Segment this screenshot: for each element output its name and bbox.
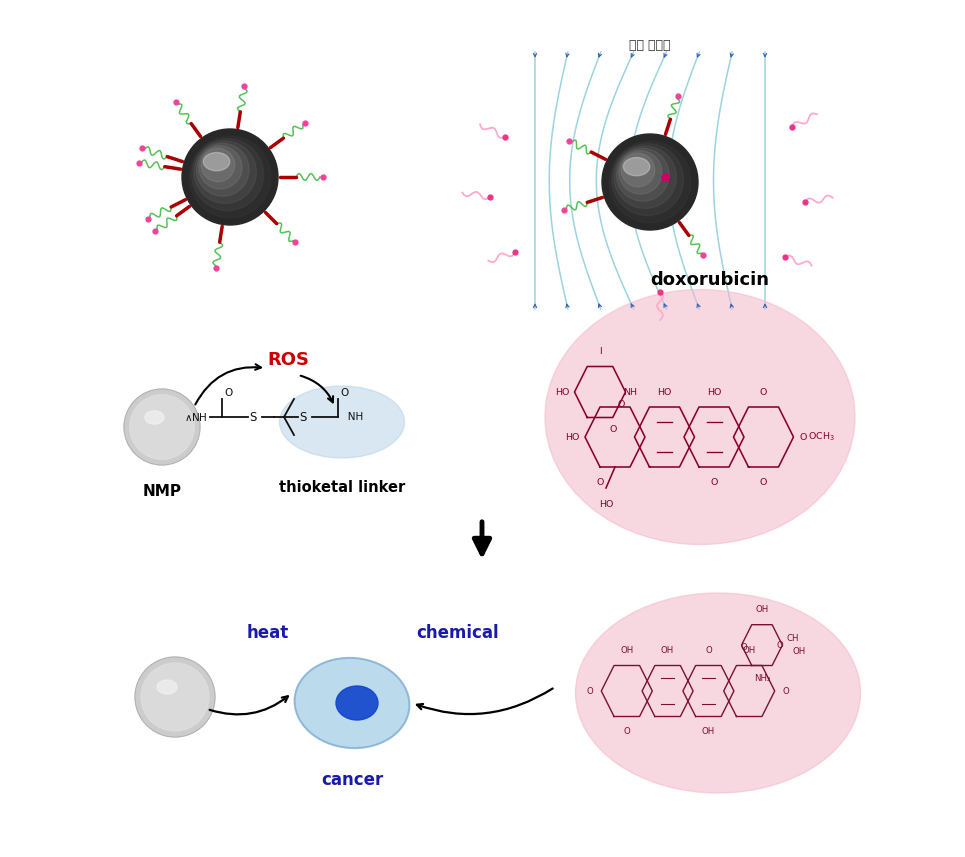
- Ellipse shape: [617, 148, 669, 201]
- Text: NH₂: NH₂: [754, 674, 770, 683]
- Text: O: O: [759, 387, 767, 397]
- Text: doxorubicin: doxorubicin: [650, 271, 769, 289]
- Ellipse shape: [336, 686, 378, 720]
- Text: CH: CH: [786, 634, 799, 644]
- Ellipse shape: [294, 658, 409, 748]
- Text: O: O: [759, 477, 767, 487]
- Text: S: S: [249, 411, 257, 423]
- Text: HO: HO: [555, 387, 569, 397]
- Text: O: O: [705, 646, 712, 656]
- Ellipse shape: [614, 146, 676, 208]
- Text: O: O: [776, 640, 783, 650]
- Circle shape: [602, 134, 698, 230]
- Ellipse shape: [204, 153, 230, 171]
- Text: O: O: [224, 388, 233, 398]
- Ellipse shape: [612, 144, 683, 216]
- Text: OH: OH: [743, 646, 756, 656]
- Ellipse shape: [192, 139, 263, 211]
- Text: OH: OH: [620, 646, 633, 656]
- Ellipse shape: [619, 151, 662, 194]
- Ellipse shape: [157, 680, 177, 694]
- Text: S: S: [299, 411, 306, 423]
- Ellipse shape: [280, 386, 404, 458]
- Ellipse shape: [575, 593, 861, 793]
- Ellipse shape: [189, 136, 271, 218]
- Ellipse shape: [609, 141, 691, 223]
- Circle shape: [141, 663, 209, 731]
- Text: OH: OH: [756, 606, 768, 614]
- Text: cancer: cancer: [321, 771, 383, 789]
- Text: O: O: [618, 400, 625, 410]
- Text: O: O: [623, 727, 630, 735]
- Ellipse shape: [194, 141, 257, 203]
- Circle shape: [182, 129, 278, 225]
- Text: OH: OH: [792, 647, 806, 656]
- Text: OH: OH: [661, 646, 675, 656]
- Ellipse shape: [545, 290, 855, 544]
- Text: O: O: [741, 643, 748, 652]
- Text: chemical: chemical: [417, 624, 499, 642]
- Text: heat: heat: [247, 624, 290, 642]
- Ellipse shape: [199, 146, 242, 189]
- Text: OCH$_3$: OCH$_3$: [809, 431, 836, 443]
- Text: $\wedge$NH: $\wedge$NH: [184, 411, 208, 423]
- Text: I: I: [598, 347, 601, 357]
- Text: 교번 자기장: 교번 자기장: [629, 39, 671, 51]
- Circle shape: [124, 389, 200, 465]
- Text: O: O: [609, 425, 617, 434]
- Text: O: O: [783, 686, 789, 696]
- Ellipse shape: [201, 148, 234, 182]
- Text: O: O: [799, 433, 807, 441]
- Circle shape: [129, 395, 194, 459]
- Text: HO: HO: [657, 387, 672, 397]
- Text: NMP: NMP: [143, 484, 181, 499]
- Text: O: O: [596, 477, 604, 487]
- Text: O: O: [587, 686, 593, 696]
- Ellipse shape: [621, 153, 655, 187]
- Text: thioketal linker: thioketal linker: [279, 480, 405, 495]
- Text: HO: HO: [565, 433, 579, 441]
- Circle shape: [135, 657, 215, 737]
- Text: ROS: ROS: [267, 351, 309, 369]
- Ellipse shape: [197, 143, 249, 196]
- Text: O: O: [710, 477, 718, 487]
- Text: NH: NH: [338, 412, 363, 422]
- Text: O: O: [340, 388, 348, 398]
- Text: HO: HO: [599, 500, 613, 509]
- Ellipse shape: [145, 411, 164, 424]
- Ellipse shape: [623, 158, 649, 176]
- Text: NH: NH: [623, 387, 637, 397]
- Text: HO: HO: [706, 387, 721, 397]
- Text: OH: OH: [702, 727, 715, 735]
